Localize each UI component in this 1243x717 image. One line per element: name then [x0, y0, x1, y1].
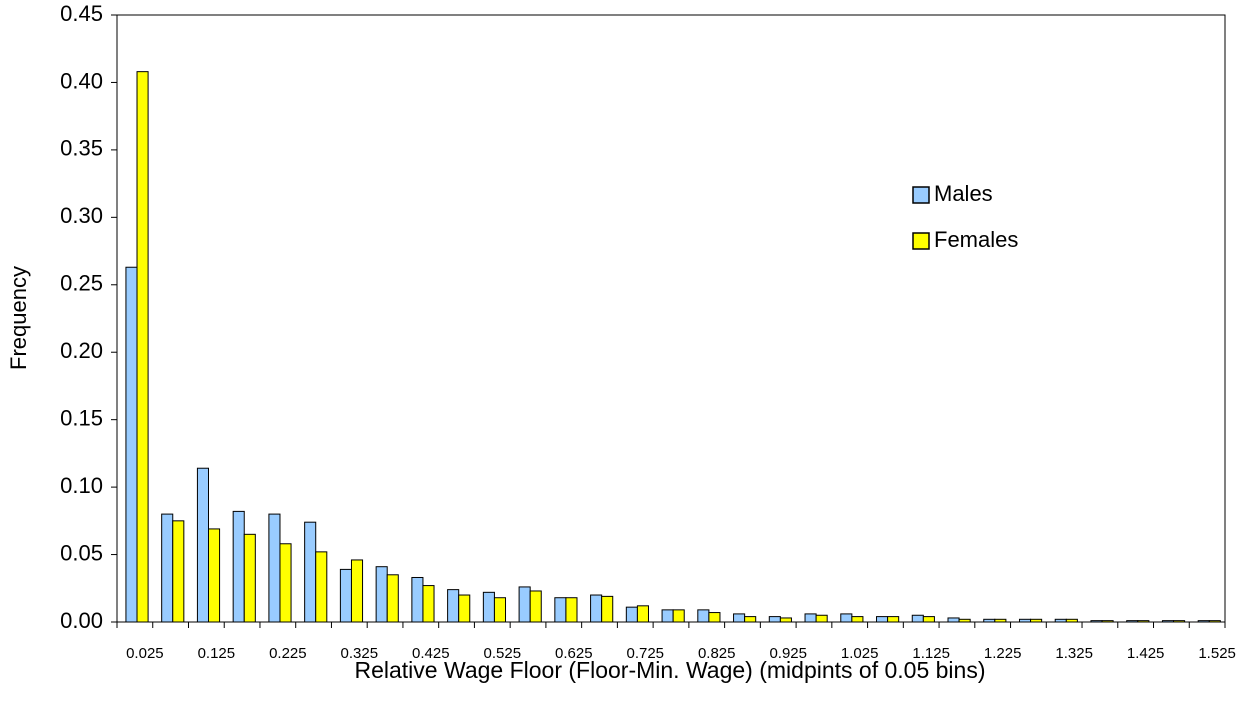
x-tick-label: 1.425 — [1127, 645, 1165, 662]
y-tick-label: 0.10 — [60, 473, 103, 498]
bar — [1065, 618, 1078, 623]
bar — [636, 605, 649, 623]
bar — [672, 609, 685, 623]
bar — [947, 617, 960, 623]
bar — [804, 613, 817, 623]
bar — [339, 568, 352, 623]
plot-frame — [116, 14, 1226, 623]
x-tick-label: 1.025 — [841, 645, 879, 662]
bar — [697, 609, 710, 623]
bar — [733, 613, 746, 623]
y-tick-label: 0.20 — [60, 338, 103, 363]
bar — [1161, 620, 1175, 623]
bar — [554, 597, 567, 623]
bar — [815, 614, 828, 623]
x-tick-label: 0.325 — [341, 645, 379, 662]
bar — [840, 613, 853, 623]
bar — [958, 618, 971, 623]
bar — [493, 597, 507, 623]
bar — [625, 606, 638, 623]
bar — [482, 591, 495, 623]
bar — [161, 513, 174, 623]
legend-swatch — [912, 186, 930, 204]
bar — [661, 609, 674, 623]
x-tick-label: 1.525 — [1198, 645, 1236, 662]
bar — [304, 521, 317, 623]
bar — [422, 585, 435, 623]
bar — [1208, 620, 1221, 623]
bar — [518, 586, 531, 623]
y-tick-label: 0.30 — [60, 203, 103, 228]
bar — [994, 618, 1007, 623]
legend-label: Males — [934, 181, 993, 206]
y-tick-label: 0.25 — [60, 271, 103, 296]
bar — [1137, 620, 1150, 623]
x-tick-label: 0.625 — [555, 645, 593, 662]
bar — [268, 513, 281, 623]
bar — [779, 617, 792, 623]
bar — [375, 566, 388, 623]
bar — [983, 618, 996, 623]
bar — [1054, 618, 1067, 623]
y-tick-label: 0.15 — [60, 405, 103, 430]
bar — [851, 616, 864, 623]
x-tick-label: 1.125 — [912, 645, 950, 662]
bar — [529, 590, 542, 623]
bar — [125, 266, 138, 623]
x-tick-label: 0.225 — [269, 645, 307, 662]
bar — [315, 551, 328, 623]
bar — [601, 595, 614, 623]
bar — [1173, 620, 1186, 623]
bar — [1090, 620, 1103, 623]
bar — [768, 616, 781, 623]
x-tick-label: 1.325 — [1055, 645, 1093, 662]
bar — [1018, 618, 1032, 623]
bar — [279, 543, 292, 623]
legend-swatch — [912, 232, 930, 250]
y-tick-label: 0.05 — [60, 540, 103, 565]
y-tick-label: 0.00 — [60, 608, 103, 633]
bar — [911, 614, 924, 623]
bar — [876, 616, 889, 623]
x-tick-label: 0.925 — [769, 645, 807, 662]
bar — [922, 616, 935, 623]
bar — [207, 528, 221, 623]
y-tick-label: 0.45 — [60, 1, 103, 26]
y-tick-label: 0.35 — [60, 136, 103, 161]
x-tick-label: 0.025 — [126, 645, 164, 662]
x-tick-label: 1.225 — [984, 645, 1022, 662]
bar — [447, 589, 460, 623]
bar — [1101, 620, 1114, 623]
y-tick-label: 0.40 — [60, 68, 103, 93]
x-tick-label: 0.525 — [484, 645, 522, 662]
legend-label: Females — [934, 227, 1018, 252]
x-tick-label: 0.725 — [626, 645, 664, 662]
bar — [565, 597, 578, 623]
x-axis-title: Relative Wage Floor (Floor-Min. Wage) (m… — [354, 657, 985, 683]
bar — [590, 594, 603, 623]
bar — [232, 510, 245, 623]
bar — [744, 616, 757, 623]
bar — [1197, 620, 1210, 623]
bar — [136, 71, 149, 623]
bar — [1126, 620, 1139, 623]
bar — [411, 576, 424, 623]
x-tick-label: 0.425 — [412, 645, 450, 662]
bar — [458, 594, 471, 623]
bar — [350, 559, 364, 623]
bar — [172, 520, 185, 623]
bar — [386, 574, 399, 623]
bar — [887, 616, 900, 623]
bar — [1030, 618, 1043, 623]
bar — [196, 467, 209, 623]
bar — [243, 533, 256, 623]
y-axis-title: Frequency — [6, 266, 31, 370]
bar — [708, 612, 721, 623]
x-tick-label: 0.125 — [198, 645, 236, 662]
x-tick-label: 0.825 — [698, 645, 736, 662]
